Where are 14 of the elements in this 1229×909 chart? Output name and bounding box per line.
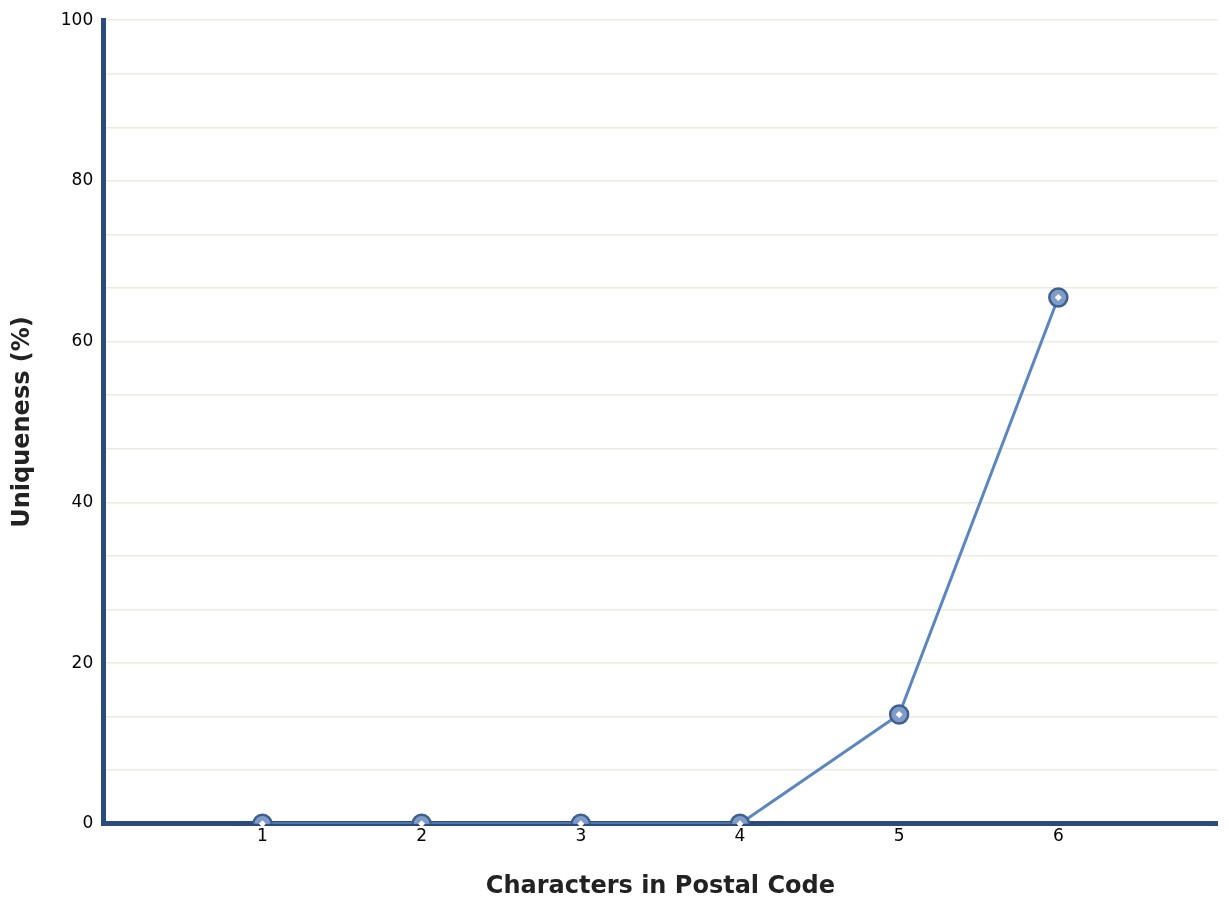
y-tick-label: 80 (71, 169, 94, 190)
y-tick-label: 40 (71, 490, 94, 511)
y-tick-label: 60 (71, 330, 94, 351)
x-tick-label: 1 (257, 825, 268, 846)
x-tick-label: 5 (893, 825, 905, 846)
y-tick-label: 0 (82, 812, 94, 833)
x-tick-label: 4 (734, 825, 746, 846)
x-axis-title: Characters in Postal Code (485, 870, 835, 899)
y-axis-title: Uniqueness (%) (6, 316, 35, 528)
x-tick-label: 3 (575, 825, 587, 846)
x-tick-label: 6 (1052, 825, 1064, 846)
x-tick-label: 2 (416, 825, 428, 846)
y-tick-label: 20 (71, 651, 94, 672)
y-tick-label: 100 (60, 8, 94, 29)
